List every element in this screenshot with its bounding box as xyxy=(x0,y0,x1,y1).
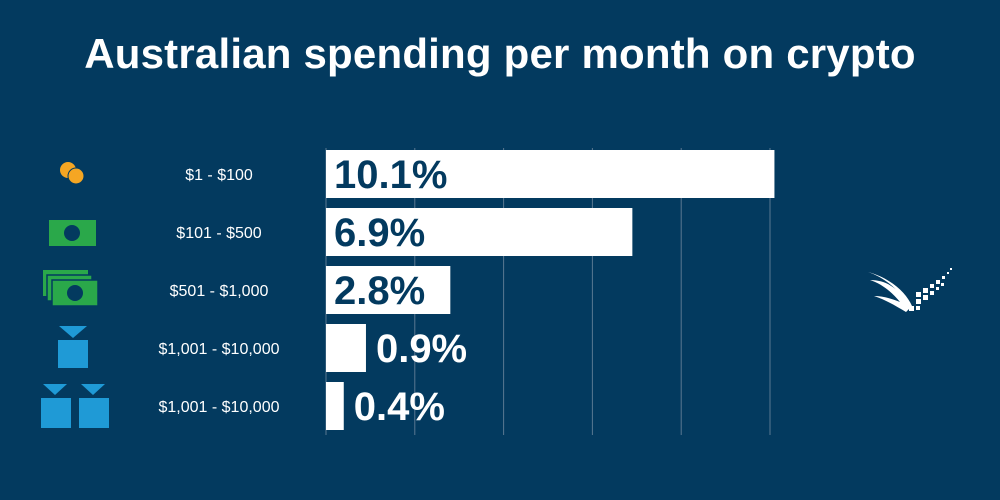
value-label: 10.1% xyxy=(334,153,447,197)
bar xyxy=(326,266,451,314)
value-label: 0.4% xyxy=(354,385,445,429)
value-label: 6.9% xyxy=(334,211,425,255)
value-labels: 10.1% 6.9% 2.8% 0.9% 0.4% xyxy=(334,153,467,429)
bar xyxy=(326,208,633,256)
bars xyxy=(326,150,775,430)
value-label: 2.8% xyxy=(334,269,425,313)
category-icons xyxy=(41,162,109,428)
blocks-icon xyxy=(41,384,109,428)
coins-icon xyxy=(60,162,85,185)
chart-title: Australian spending per month on crypto xyxy=(84,30,916,77)
brand-logo-icon xyxy=(868,268,952,312)
bar xyxy=(326,382,344,430)
category-label: $1 - $100 xyxy=(185,167,253,184)
category-label: $101 - $500 xyxy=(176,225,262,242)
category-labels: $1 - $100 $101 - $500 $501 - $1,000 $1,001 … xyxy=(159,167,280,416)
category-label: $1,001 - $10,000 xyxy=(159,399,280,416)
block-icon xyxy=(58,326,88,368)
category-label: $501 - $1,000 xyxy=(170,283,269,300)
bar xyxy=(326,324,366,372)
value-label: 0.9% xyxy=(376,327,467,371)
bar xyxy=(326,150,775,198)
banknote-stack-icon xyxy=(43,270,99,307)
category-label: $1,001 - $10,000 xyxy=(159,341,280,358)
banknote-icon xyxy=(49,220,96,246)
